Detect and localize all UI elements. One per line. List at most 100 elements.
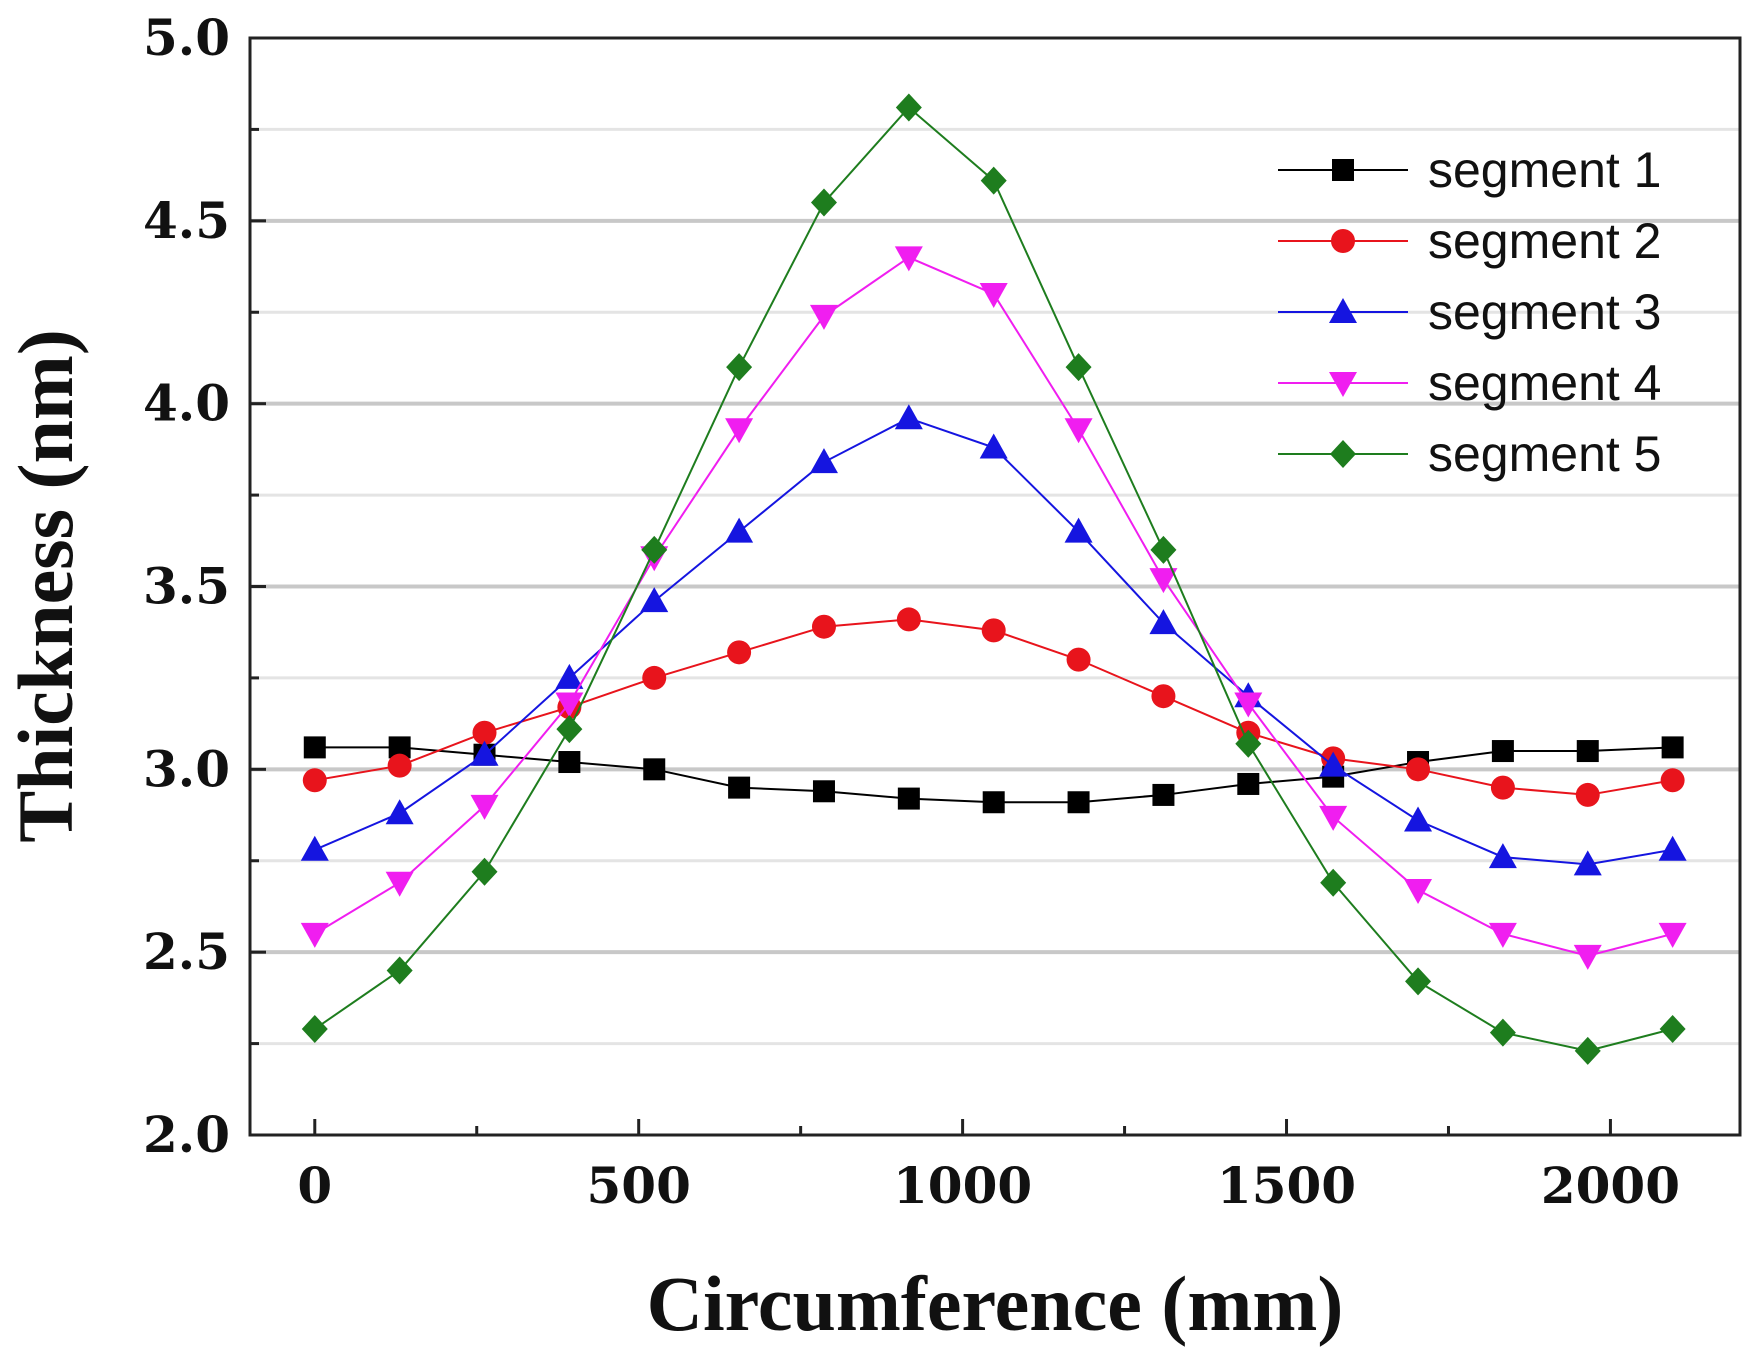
data-point [385,799,414,825]
data-point [980,166,1007,195]
data-point [470,794,499,820]
data-point [641,535,668,564]
data-point [640,587,669,613]
data-point [1573,850,1602,876]
data-point [727,640,752,665]
data-point [897,787,920,810]
data-point [555,692,584,718]
data-point [471,857,498,886]
data-point [470,740,499,766]
data-point [300,835,329,861]
data-point [1320,868,1347,897]
data-point [1064,517,1093,543]
data-point [1576,740,1599,763]
legend-item-4: segment 4 [1278,355,1661,411]
data-point [1658,922,1687,948]
data-point [811,614,836,639]
data-point [1488,843,1517,869]
data-point [1067,791,1090,814]
data-point [303,736,326,759]
data-point [809,448,838,474]
legend-item-5: segment 5 [1278,426,1661,482]
data-point [1065,353,1092,382]
data-point [1660,768,1685,793]
data-point [894,246,923,272]
data-point [1491,740,1514,763]
data-point [1152,783,1175,806]
y-axis-title: Thickness (nm) [2,329,89,843]
data-point [1405,967,1432,996]
data-point [981,618,1006,643]
data-point [979,282,1008,308]
data-point [1237,772,1260,795]
data-point [725,418,754,444]
x-axis-title: Circumference (mm) [647,1260,1344,1347]
data-point [1488,922,1517,948]
data-point [809,304,838,330]
data-point [301,1014,328,1043]
grid-lines [250,127,1740,1046]
series-5 [301,93,1686,1065]
data-point [1234,692,1263,718]
y-tick-label: 4.5 [143,191,230,250]
data-point [1150,535,1177,564]
data-point [1149,568,1178,594]
series-2 [302,607,1685,807]
data-point [555,663,584,689]
data-point [1490,775,1515,800]
data-point [472,720,497,745]
data-point [1404,879,1433,905]
data-point [1151,684,1176,709]
data-point [642,665,667,690]
data-point [1066,647,1091,672]
data-point [1319,751,1348,777]
data-point [1319,805,1348,831]
legend-marker [1329,372,1357,397]
legend-marker [1329,298,1357,323]
legend-item-2: segment 2 [1278,213,1661,269]
data-point [1064,418,1093,444]
data-point [558,751,581,774]
x-tick-label: 1500 [1217,1156,1356,1215]
legend-label: segment 3 [1428,284,1661,340]
data-point [812,780,835,803]
data-point [643,758,666,781]
data-point [1575,782,1600,807]
legend-marker [1331,229,1355,253]
data-point [726,353,753,382]
data-point [979,433,1008,459]
legend-label: segment 1 [1428,142,1661,198]
data-point [300,922,329,948]
series-layer [300,93,1687,1065]
data-point [895,93,922,122]
data-point [725,517,754,543]
data-point [1489,1018,1516,1047]
data-point [386,956,413,985]
data-point [1574,1036,1601,1065]
legend-item-1: segment 1 [1278,142,1661,198]
legend: segment 1 segment 2 segment 3 segment 4 segm… [1278,142,1661,482]
legend-marker [1332,159,1354,181]
y-tick-label: 3.0 [143,739,230,798]
y-tick-label: 3.5 [143,557,230,616]
x-tick-label: 2000 [1541,1156,1680,1215]
data-point [1404,806,1433,832]
data-point [385,871,414,897]
data-point [556,715,583,744]
y-tick-label: 2.5 [143,922,230,981]
data-point [1573,944,1602,970]
x-tick-label: 1000 [893,1156,1032,1215]
data-point [894,404,923,430]
data-point [388,736,411,759]
data-point [896,607,921,632]
data-point [1149,609,1178,635]
legend-label: segment 5 [1428,426,1661,482]
legend-label: segment 2 [1428,213,1661,269]
data-point [302,768,327,793]
y-tick-label: 4.0 [143,374,230,433]
data-point [1235,729,1262,758]
x-tick-label: 500 [587,1156,691,1215]
data-point [1659,1014,1686,1043]
data-point [728,776,751,799]
